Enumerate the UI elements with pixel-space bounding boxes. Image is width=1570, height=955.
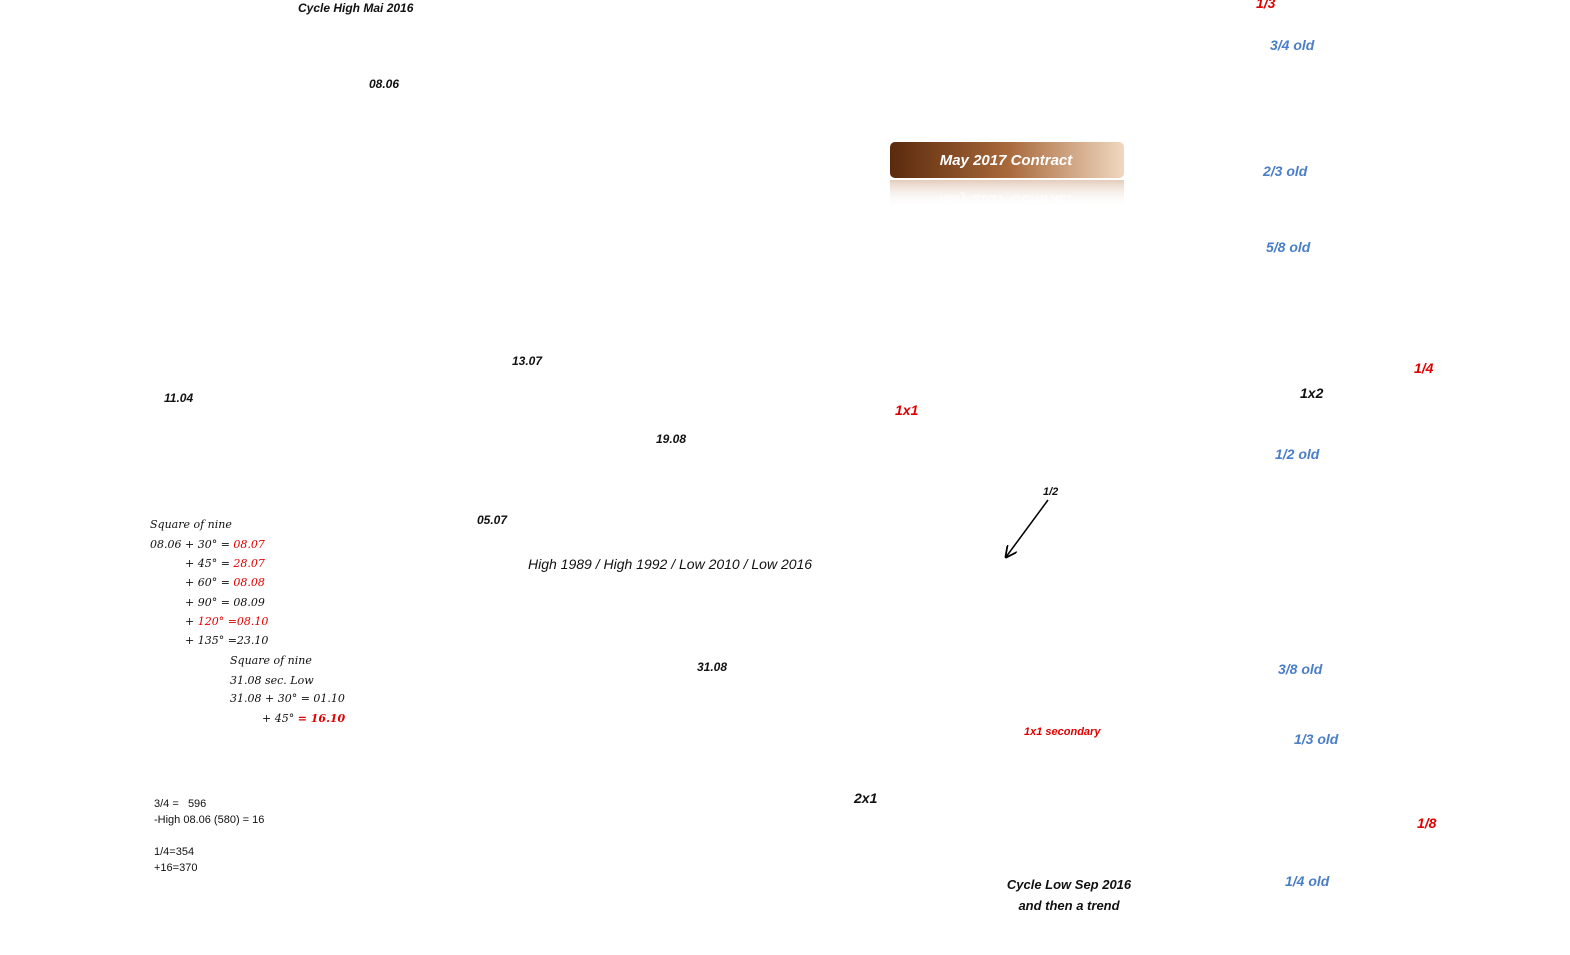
zone-label: High 1989 / High 1992 / Low 2010 / Low 2… xyxy=(528,556,812,572)
annotation: 1x2 xyxy=(1300,385,1324,401)
sq-line: + 45° = 28.07 xyxy=(185,557,265,570)
sq-part: 08.06 + 30° = xyxy=(150,538,233,551)
level-label: 1/4 xyxy=(1414,360,1434,376)
badge-reflection xyxy=(890,180,1124,208)
level-label: 5/8 old xyxy=(1266,239,1311,255)
sq-part: 08.08 xyxy=(233,576,265,589)
level-labels: 1/3 3/4 old 2/3 old 5/8 old 1/4 1/2 old … xyxy=(1256,0,1437,889)
sq-line: + 90° = 08.09 xyxy=(185,596,265,609)
annotation: Cycle Low Sep 2016 xyxy=(1007,877,1132,892)
annotation: 1x1 secondary xyxy=(1024,726,1101,738)
level-label: 3/4 old xyxy=(1270,37,1315,53)
sq-line: 31.08 + 30° = 01.10 xyxy=(230,692,345,705)
annotation: 2x1 xyxy=(853,790,878,806)
annotation: 1x1 xyxy=(895,402,919,418)
level-label: 1/3 xyxy=(1256,0,1276,11)
sq-part: + xyxy=(185,615,198,628)
sq-part: = 16.10 xyxy=(298,712,346,725)
level-label: 1/2 old xyxy=(1275,446,1320,462)
annotation: and then a trend xyxy=(1018,898,1120,913)
badge-reflection-text: May 2017 Contract xyxy=(940,191,1074,208)
badge-text: May 2017 Contract xyxy=(940,152,1074,169)
level-label: 1/4 old xyxy=(1285,873,1330,889)
sq-part: + 45° = xyxy=(185,557,233,570)
sq-part: + 60° = xyxy=(185,576,233,589)
note-line: 1/4=354 xyxy=(154,846,194,858)
badge-bg xyxy=(890,142,1124,178)
level-label: 3/8 old xyxy=(1278,661,1323,677)
annotation: 13.07 xyxy=(512,354,543,368)
level-label: 2/3 old xyxy=(1262,163,1308,179)
contract-badge: May 2017 Contract May 2017 Contract xyxy=(890,142,1124,208)
sq-line: + 135° =23.10 xyxy=(185,634,268,647)
annotation: Cycle High Mai 2016 xyxy=(298,1,414,15)
sq-line: + 120° =08.10 xyxy=(185,615,268,628)
note-line: -High 08.06 (580) = 16 xyxy=(154,814,264,826)
sq-part: 08.07 xyxy=(233,538,265,551)
level-label: 1/8 xyxy=(1417,815,1437,831)
sq-title: Square of nine xyxy=(230,654,312,667)
note-box: 3/4 = 596 -High 08.06 (580) = 16 1/4=354… xyxy=(142,788,290,880)
sq-line: + 45° = 16.10 xyxy=(262,712,346,725)
sq-line: 31.08 sec. Low xyxy=(230,674,314,687)
level-label: 1/3 old xyxy=(1294,731,1339,747)
sq-title: Square of nine xyxy=(150,518,232,531)
sq-line: + 60° = 08.08 xyxy=(185,576,265,589)
annotation: 1/2 xyxy=(1043,486,1058,498)
sq-part: 120° =08.10 xyxy=(198,615,269,628)
sq-part: + 45° xyxy=(262,712,298,725)
annotation: 19.08 xyxy=(656,432,686,446)
square-of-nine: Square of nine 08.06 + 30° = 08.07 + 45°… xyxy=(150,518,346,725)
annotation: 31.08 xyxy=(697,660,727,674)
annotation: 11.04 xyxy=(164,391,193,405)
arrow xyxy=(1006,499,1049,557)
note-line: 3/4 = 596 xyxy=(154,798,206,810)
sq-line: 08.06 + 30° = 08.07 xyxy=(150,538,265,551)
sq-part: 28.07 xyxy=(232,557,265,570)
note-bg xyxy=(142,788,290,880)
annotation: 05.07 xyxy=(477,513,508,527)
note-line: +16=370 xyxy=(154,862,197,874)
annotation: 08.06 xyxy=(369,77,399,91)
